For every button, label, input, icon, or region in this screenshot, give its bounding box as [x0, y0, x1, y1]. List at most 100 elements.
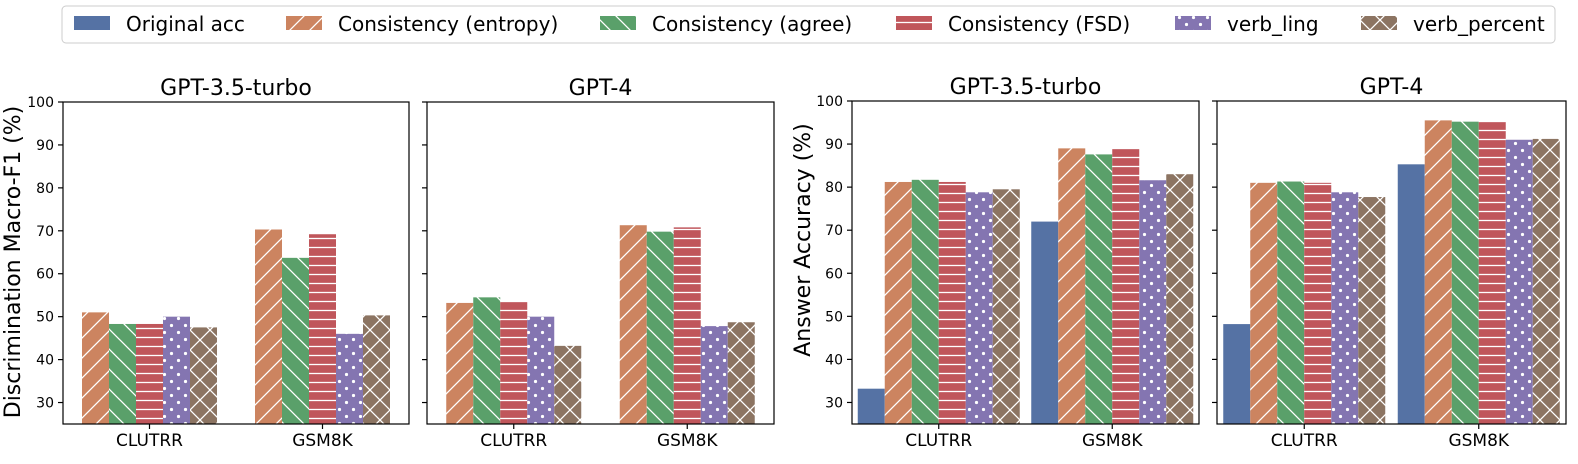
bar-consistency-entropy-clutrr: [82, 312, 109, 424]
legend-label: verb_ling: [1227, 12, 1319, 36]
x-tick-label-clutrr: CLUTRR: [905, 431, 972, 451]
panel-title: GPT-3.5-turbo: [160, 76, 312, 101]
legend-label: verb_percent: [1413, 12, 1545, 36]
y-tick-label: 30: [36, 396, 54, 412]
x-tick-label-clutrr: CLUTRR: [1271, 431, 1338, 451]
x-tick-label-gsm8k: GSM8K: [292, 431, 353, 451]
bar-consistency-agree-clutrr: [109, 323, 136, 424]
bar-verb-ling-gsm8k: [336, 333, 363, 424]
bar-consistency-entropy-clutrr: [1250, 182, 1278, 424]
y-tick-label: 100: [816, 94, 843, 110]
bar-consistency-agree-gsm8k: [282, 257, 309, 424]
bar-consistency-fsd-clutrr: [938, 181, 966, 424]
y-tick-label: 60: [825, 266, 843, 282]
legend-entry-verb-ling: verb_ling: [1175, 12, 1319, 36]
chart-group-2: Answer Accuracy (%) GPT-3.5-turbo 30 40 50 60…: [791, 75, 1567, 451]
bar-verb-ling-gsm8k: [1139, 180, 1167, 424]
bar-verb-ling-gsm8k: [700, 326, 728, 424]
y-tick-label: 40: [36, 353, 54, 369]
x-tick-label-gsm8k: GSM8K: [1448, 431, 1509, 451]
bar-consistency-entropy-gsm8k: [1058, 148, 1086, 424]
bar-verb-ling-clutrr: [965, 192, 993, 424]
bar-original-acc-gsm8k: [1397, 164, 1425, 424]
bar-consistency-fsd-clutrr: [500, 301, 528, 424]
bar-verb-percent-gsm8k: [727, 322, 755, 424]
bar-consistency-agree-clutrr: [1277, 181, 1305, 424]
legend-entry-consistency-fsd: Consistency (FSD): [896, 12, 1130, 36]
bar-consistency-agree-gsm8k: [646, 231, 674, 424]
bar-verb-percent-clutrr: [190, 327, 217, 424]
panel-frame: [1216, 100, 1567, 425]
bar-verb-ling-clutrr: [527, 316, 555, 424]
bar-consistency-agree-gsm8k: [1085, 154, 1113, 424]
x-tick-label-clutrr: CLUTRR: [116, 431, 183, 451]
legend-label: Consistency (FSD): [948, 12, 1130, 36]
panel-gpt-3-5-turbo: GPT-3.5-turbo 30 40 50 60 70 80 90 100 CLUTRR GSM8…: [816, 75, 1200, 451]
legend-label: Consistency (agree): [652, 12, 852, 36]
legend-frame: [61, 5, 1556, 44]
bar-verb-percent-gsm8k: [1532, 138, 1560, 424]
bar-verb-percent-gsm8k: [363, 315, 390, 424]
panel-frame: [426, 101, 775, 425]
y-tick-label: 50: [825, 309, 843, 325]
bar-verb-percent-clutrr: [1358, 197, 1386, 424]
y-tick-label: 90: [825, 137, 843, 153]
panel-frame: [62, 101, 410, 425]
legend-entry-original-acc: Original acc: [74, 12, 245, 36]
x-tick-label-clutrr: CLUTRR: [480, 431, 547, 451]
bar-original-acc-gsm8k: [1031, 221, 1059, 424]
y-tick-label: 60: [36, 267, 54, 283]
y-tick-label: 80: [825, 180, 843, 196]
bar-verb-ling-clutrr: [1331, 192, 1359, 424]
panel-frame: [851, 100, 1200, 425]
y-tick-label: 70: [825, 223, 843, 239]
bar-consistency-fsd-gsm8k: [1478, 121, 1506, 425]
panel-gpt-4: GPT-4 CLUTRR GSM8K: [422, 76, 775, 451]
y-tick-label: 80: [36, 181, 54, 197]
chart-group-1: Discrimination Macro-F1 (%) GPT-3.5-turbo…: [1, 76, 775, 451]
legend-label: Consistency (entropy): [338, 12, 558, 36]
bar-verb-ling-clutrr: [163, 316, 190, 424]
x-tick-label-gsm8k: GSM8K: [1082, 431, 1143, 451]
bar-verb-percent-gsm8k: [1166, 174, 1194, 424]
bar-consistency-fsd-clutrr: [1304, 182, 1332, 424]
bar-consistency-fsd-gsm8k: [1112, 148, 1140, 424]
y-tick-label: 100: [27, 95, 54, 111]
y-tick-label: 40: [825, 352, 843, 368]
panel-gpt-3-5-turbo: GPT-3.5-turbo 30 40 50 60 70 80 90 100 CLUTRR GSM8…: [27, 76, 410, 451]
bar-verb-percent-clutrr: [554, 345, 582, 424]
bar-consistency-fsd-gsm8k: [673, 227, 701, 424]
legend-swatch: [286, 16, 322, 30]
panel-title: GPT-4: [1360, 75, 1424, 100]
bar-consistency-agree-clutrr: [473, 297, 501, 424]
y-axis-label: Discrimination Macro-F1 (%): [1, 106, 26, 419]
bar-verb-percent-clutrr: [992, 189, 1020, 424]
y-tick-label: 30: [825, 395, 843, 411]
legend-swatch: [896, 16, 932, 30]
bar-verb-ling-gsm8k: [1505, 139, 1533, 424]
legend-entry-consistency-agree: Consistency (agree): [600, 12, 852, 36]
bar-original-acc-clutrr: [857, 388, 885, 424]
bar-consistency-agree-gsm8k: [1451, 121, 1479, 425]
bar-consistency-fsd-clutrr: [136, 323, 163, 424]
panel-title: GPT-4: [569, 76, 633, 101]
legend-entry-verb-percent: verb_percent: [1361, 12, 1545, 36]
panel-gpt-4: GPT-4 CLUTRR GSM8K: [1212, 75, 1567, 451]
legend-label: Original acc: [126, 12, 245, 36]
bar-consistency-entropy-gsm8k: [1424, 120, 1452, 424]
bar-consistency-agree-clutrr: [911, 179, 939, 424]
legend-swatch: [74, 16, 110, 30]
legend-entry-consistency-entropy: Consistency (entropy): [286, 12, 558, 36]
y-tick-label: 70: [36, 224, 54, 240]
bar-consistency-entropy-clutrr: [446, 302, 474, 424]
y-tick-label: 90: [36, 138, 54, 154]
legend: Original acc Consistency (entropy) Consist…: [61, 5, 1556, 44]
panel-title: GPT-3.5-turbo: [950, 75, 1102, 100]
legend-swatch: [1361, 16, 1397, 30]
x-tick-label-gsm8k: GSM8K: [657, 431, 718, 451]
plot-area: Discrimination Macro-F1 (%) GPT-3.5-turbo…: [1, 75, 1567, 451]
legend-swatch: [600, 16, 636, 30]
bar-consistency-entropy-gsm8k: [255, 229, 282, 424]
bar-original-acc-clutrr: [1223, 324, 1251, 424]
